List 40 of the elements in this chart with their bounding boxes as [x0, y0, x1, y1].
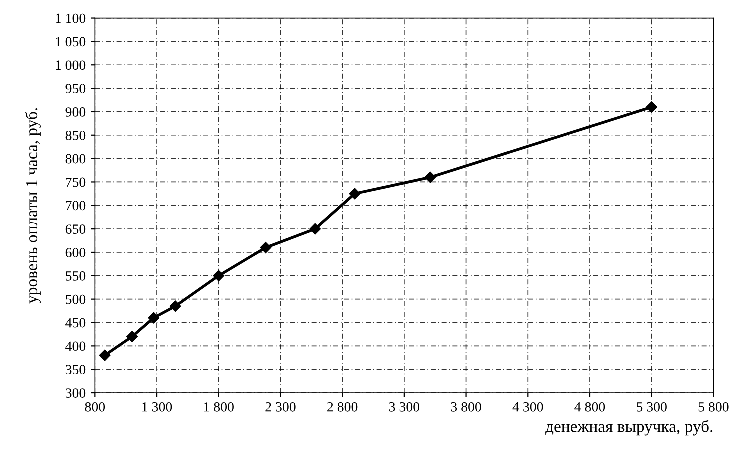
y-tick-label: 650	[66, 224, 86, 234]
point	[126, 331, 138, 342]
point	[99, 350, 111, 362]
x-tick-label: 2 800	[328, 402, 358, 412]
y-tick-label: 900	[66, 108, 86, 117]
x-tick-label: 1 300	[142, 402, 172, 412]
x-tick-label: 3 300	[389, 402, 420, 412]
point	[646, 102, 658, 113]
x-tick-label: 5 800	[698, 402, 729, 412]
y-tick-label: 700	[66, 201, 86, 211]
y-tick-label: 1 000	[56, 60, 86, 70]
y-tick-label: 400	[66, 342, 86, 352]
x-tick-label: 800	[85, 402, 106, 412]
y-tick-label: 450	[66, 318, 86, 328]
y-tick-label: 550	[66, 271, 86, 281]
y-tick-label: 350	[66, 365, 86, 375]
point	[213, 270, 224, 282]
x-axis-title: денежная выручка, руб.	[546, 420, 713, 436]
x-tick-label: 1 800	[204, 402, 234, 412]
y-tick-label: 800	[66, 154, 86, 164]
y-tick-label: 950	[66, 84, 86, 94]
y-tick-label: 1 050	[56, 37, 86, 47]
y-tick-label: 300	[66, 388, 86, 398]
x-tick-label: 4 800	[574, 402, 606, 412]
point	[424, 172, 436, 184]
y-tick-label: 600	[66, 248, 86, 258]
y-tick-label: 1 100	[56, 14, 86, 24]
y-tick-label: 750	[66, 178, 86, 188]
point	[170, 300, 182, 312]
y-axis-title: уровень оплаты 1 часа, руб.	[25, 108, 41, 304]
y-tick-label: 850	[66, 130, 86, 140]
point	[310, 223, 321, 235]
y-tick-label: 500	[66, 294, 86, 304]
point	[349, 188, 361, 200]
point	[148, 312, 160, 324]
x-tick-label: 4 300	[512, 402, 544, 412]
x-tick-label: 2 300	[266, 402, 296, 412]
x-tick-label: 3 800	[451, 402, 482, 412]
x-tick-label: 5 300	[637, 402, 667, 412]
point	[260, 242, 272, 254]
